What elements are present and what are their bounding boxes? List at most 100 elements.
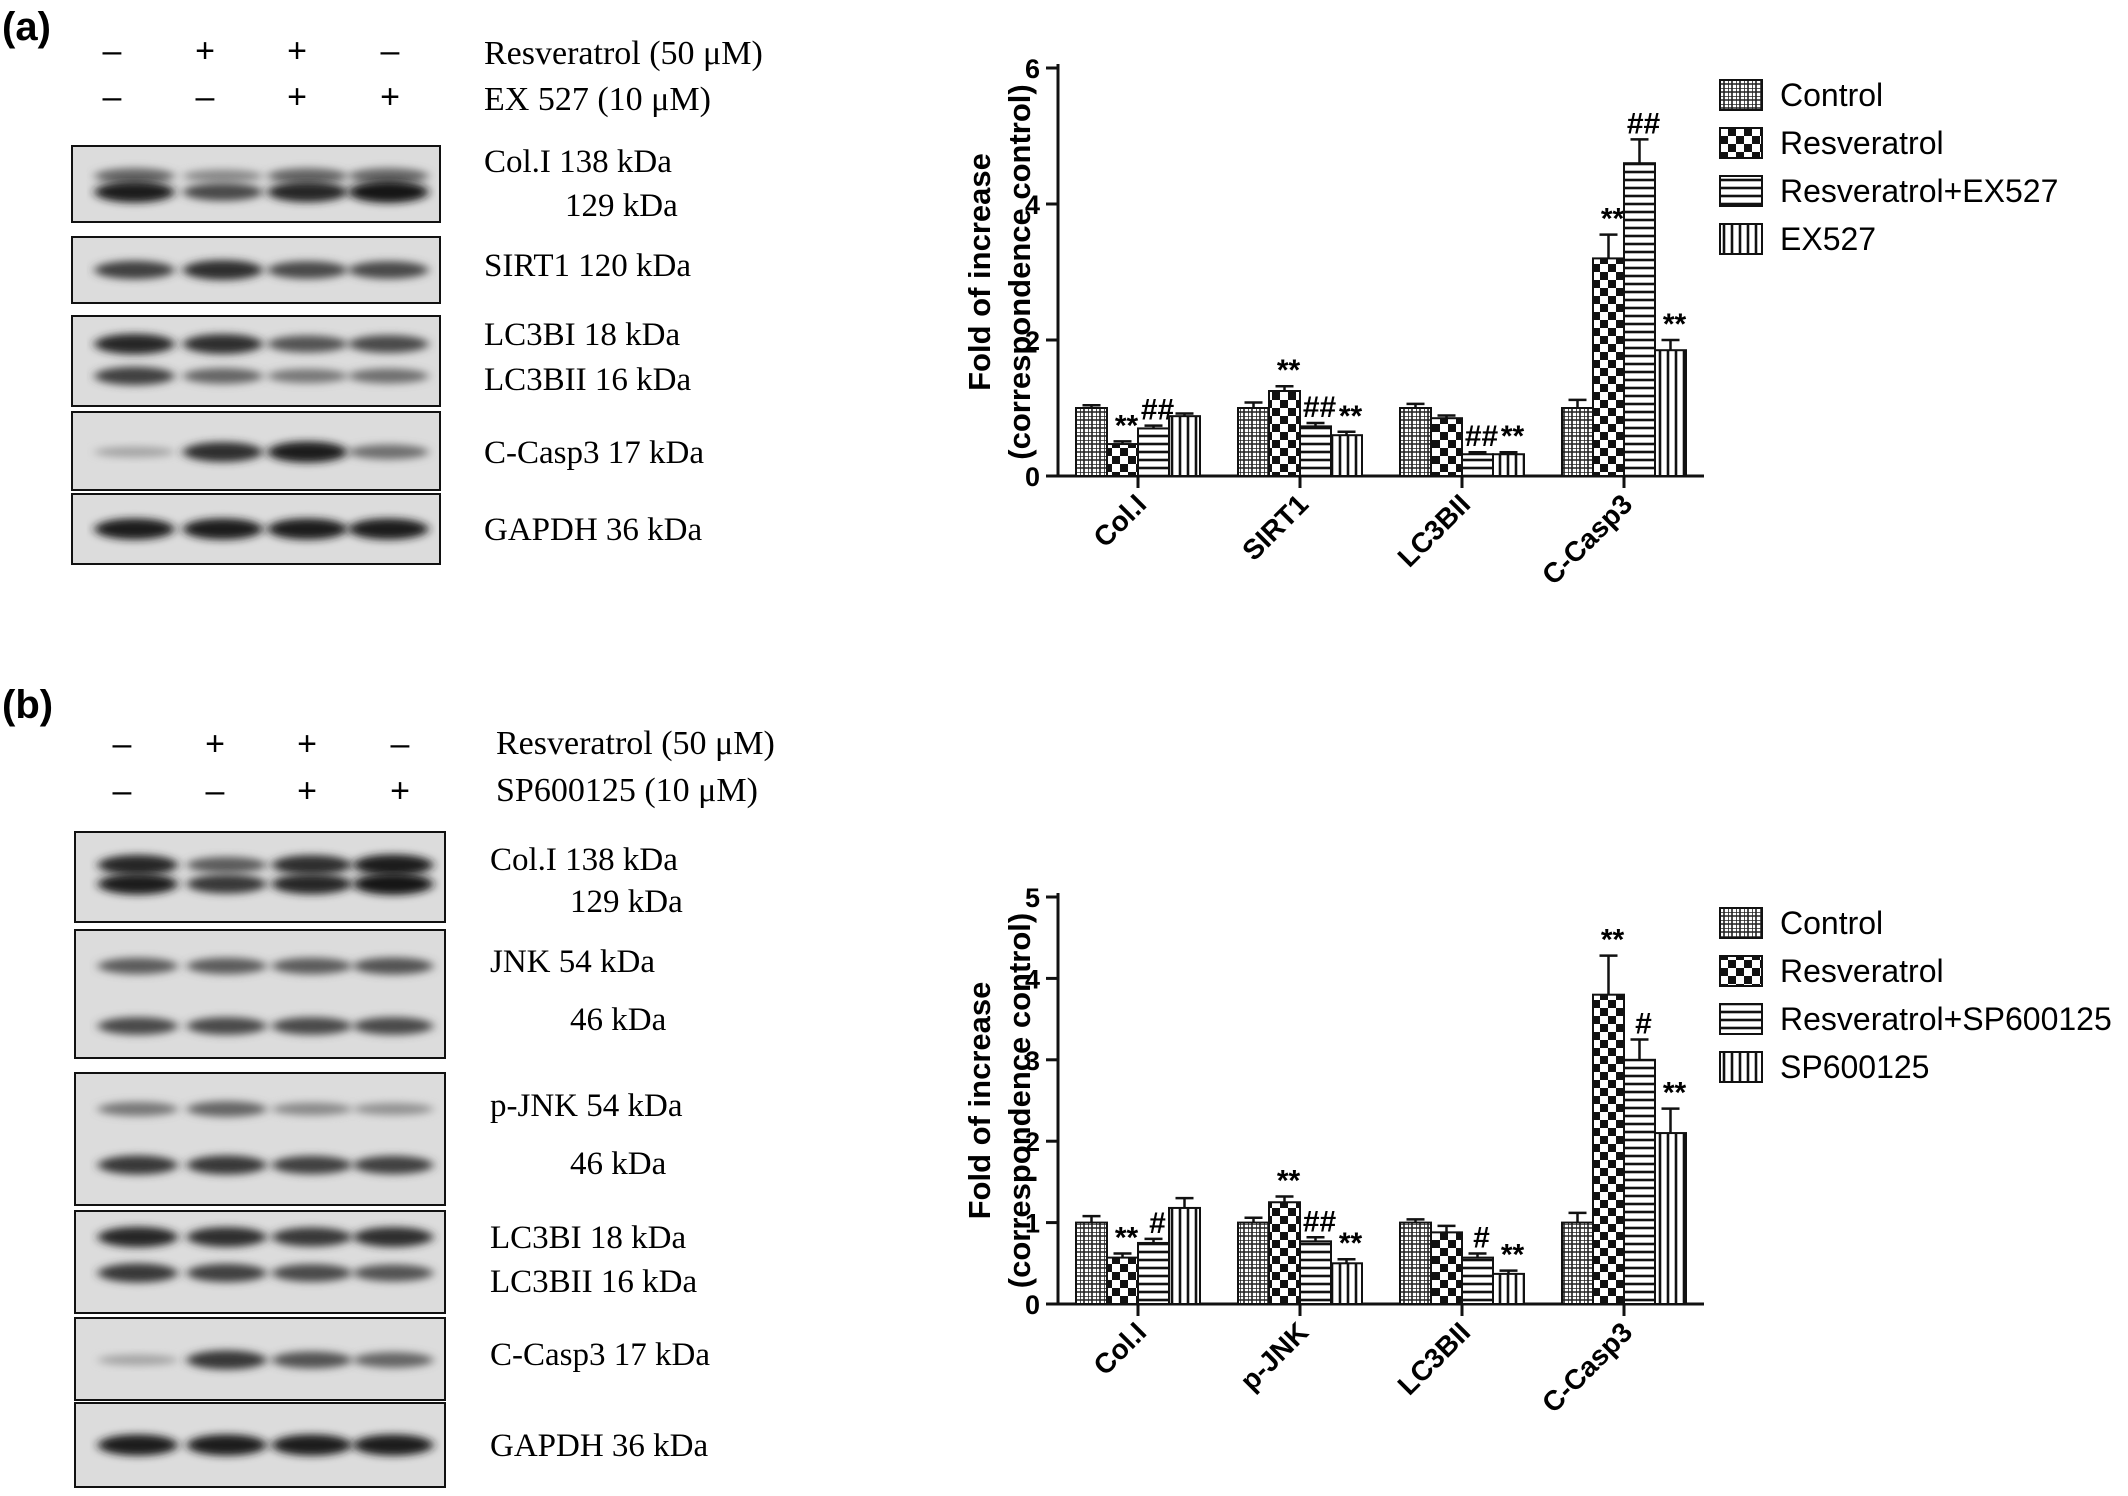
blot-band xyxy=(94,366,175,386)
blot-band xyxy=(348,368,429,384)
significance-mark: ## xyxy=(1303,1205,1337,1238)
panel-letter-a: (a) xyxy=(2,5,51,49)
blot-label: JNK 54 kDa xyxy=(490,944,655,980)
blot-label: LC3BII 16 kDa xyxy=(490,1264,697,1300)
blot-band xyxy=(97,1101,178,1117)
blot-sirt1 xyxy=(71,236,441,304)
legend-label: Resveratrol+EX527 xyxy=(1780,173,2058,209)
blot-label: 46 kDa xyxy=(570,1146,667,1182)
blot-label: GAPDH 36 kDa xyxy=(484,512,703,548)
blot-ccasp3 xyxy=(74,1317,446,1401)
bar-resveratrol-ex527-lc3bii xyxy=(1461,453,1494,477)
bar-resveratrol-c-casp3 xyxy=(1592,993,1625,1305)
bar-sp600125-c-casp3 xyxy=(1654,1132,1687,1306)
bar-resveratrol-c-casp3 xyxy=(1592,257,1625,477)
y-tick-label: 2 xyxy=(1025,326,1040,356)
panel-b-conditions: – + + – Resveratrol (50 μM) – – + + SP600125 (10 … xyxy=(113,725,775,810)
blot-band xyxy=(97,854,178,876)
blot-band xyxy=(97,873,178,895)
blot-frame xyxy=(74,929,446,1059)
significance-mark: ** xyxy=(1277,1165,1301,1198)
x-category-label: p-JNK xyxy=(1234,1316,1314,1396)
blot-band xyxy=(353,1264,434,1282)
blot-band xyxy=(182,518,263,540)
condition-sign: + xyxy=(205,725,225,763)
bar-resveratrol-col-i xyxy=(1106,1256,1139,1306)
bar-ex527-col-i xyxy=(1168,415,1201,478)
bar-resveratrol-sp600125-c-casp3 xyxy=(1623,1058,1656,1306)
condition-sign: – xyxy=(196,78,215,116)
blot-band xyxy=(353,1352,434,1368)
bar-ex527-lc3bii xyxy=(1492,453,1525,477)
blot-band xyxy=(186,957,267,975)
blot-band xyxy=(271,1155,352,1175)
bar-control-col-i xyxy=(1075,1221,1108,1305)
condition-sign: – xyxy=(113,772,132,810)
significance-mark: ## xyxy=(1465,420,1499,453)
blot-band xyxy=(271,855,352,875)
blot-band xyxy=(271,1434,352,1456)
significance-mark: ** xyxy=(1277,354,1301,387)
bar-control-sirt1 xyxy=(1237,407,1270,477)
bar-sp600125-p-jnk xyxy=(1330,1262,1363,1306)
blot-band xyxy=(353,1155,434,1175)
significance-mark: ** xyxy=(1501,1239,1525,1272)
panel-a-conditions: – + + – Resveratrol (50 μM) – – + + EX 527 (10 μM… xyxy=(103,32,763,118)
blot-band xyxy=(186,856,267,874)
blot-band xyxy=(97,1354,178,1366)
blot-label: 129 kDa xyxy=(570,884,683,920)
blot-band xyxy=(271,1227,352,1247)
bar-sp600125-lc3bii xyxy=(1492,1272,1525,1305)
y-tick-label: 2 xyxy=(1025,1127,1040,1157)
bar-resveratrol-ex527-sirt1 xyxy=(1299,425,1332,477)
blot-jnk xyxy=(74,929,446,1059)
blot-band xyxy=(353,1102,434,1116)
blot-label: p-JNK 54 kDa xyxy=(490,1088,683,1124)
blot-band xyxy=(94,518,175,540)
bar-control-c-casp3 xyxy=(1561,1221,1594,1305)
blot-band xyxy=(353,1017,434,1035)
y-tick-label: 3 xyxy=(1025,1046,1040,1076)
significance-mark: ## xyxy=(1303,391,1337,424)
blot-band xyxy=(94,260,175,280)
blot-ccasp3 xyxy=(71,411,441,491)
y-axis-title-line2: (correspondence control) xyxy=(1002,84,1037,460)
y-tick-label: 4 xyxy=(1025,964,1040,994)
legend-label: EX527 xyxy=(1780,221,1876,257)
legend-swatch-resveratrol-sp600125 xyxy=(1719,1003,1763,1035)
x-category-label: Col.I xyxy=(1087,1316,1152,1381)
significance-mark: ** xyxy=(1115,409,1139,442)
significance-mark: ** xyxy=(1501,420,1525,453)
y-tick-label: 6 xyxy=(1025,54,1040,84)
significance-mark: ## xyxy=(1627,107,1661,140)
blot-band xyxy=(186,1155,267,1175)
bar-sp600125-col-i xyxy=(1168,1206,1201,1305)
blot-band xyxy=(97,1155,178,1175)
blot-band xyxy=(271,957,352,975)
bar-resveratrol-sirt1 xyxy=(1268,390,1301,477)
chart-b: 0 1 2 3 4 5 Fold of increase (correspondence co… xyxy=(962,883,2112,1419)
condition-sign: + xyxy=(297,725,317,763)
condition-label: SP600125 (10 μM) xyxy=(496,772,758,809)
bar-resveratrol-ex527-c-casp3 xyxy=(1623,162,1656,477)
blot-band xyxy=(348,181,429,203)
blot-band xyxy=(182,368,263,384)
blot-band xyxy=(94,168,175,184)
significance-mark: ** xyxy=(1601,924,1625,957)
chart-a: 0 2 4 6 Fold of increase (correspondence cont… xyxy=(962,54,2058,591)
x-category-label: LC3BII xyxy=(1392,488,1477,573)
blot-band xyxy=(271,1351,352,1369)
blot-band xyxy=(97,1017,178,1035)
legend-label: Resveratrol+SP600125 xyxy=(1780,1001,2112,1037)
bar-resveratrol-ex527-col-i xyxy=(1137,427,1170,477)
condition-label: EX 527 (10 μM) xyxy=(484,81,711,118)
blot-band xyxy=(348,335,429,353)
bar-control-lc3bii xyxy=(1399,407,1432,477)
blot-band xyxy=(97,957,178,975)
blot-band xyxy=(182,260,263,280)
blot-band xyxy=(186,874,267,894)
blot-label: SIRT1 120 kDa xyxy=(484,248,691,284)
blot-col1 xyxy=(74,831,446,923)
condition-sign: + xyxy=(390,772,410,810)
blot-band xyxy=(271,1017,352,1035)
